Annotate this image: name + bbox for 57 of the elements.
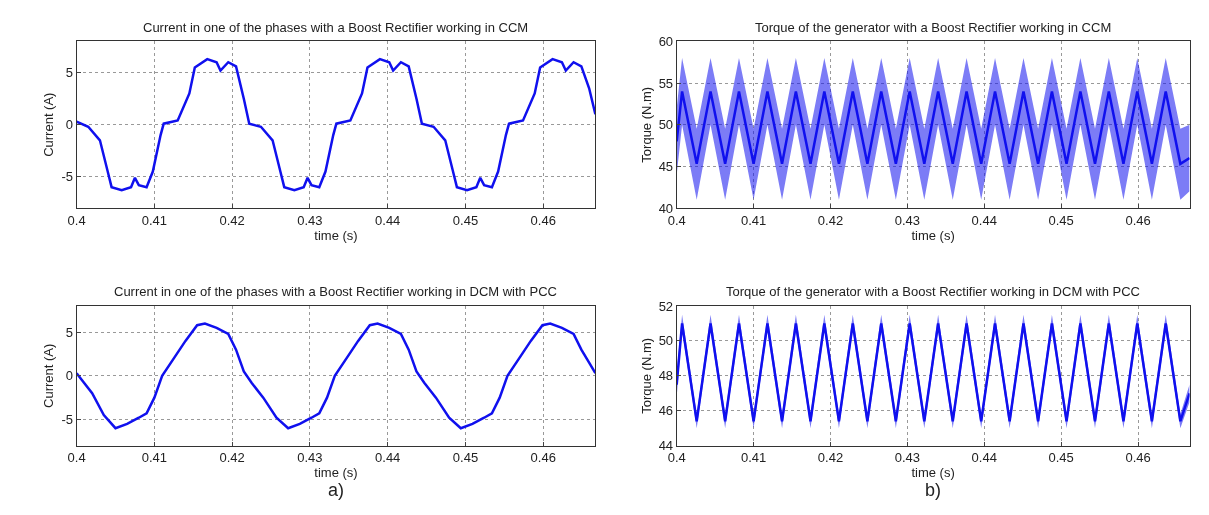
- chart-title: Current in one of the phases with a Boost Rectifier working in CCM: [143, 20, 529, 35]
- y-tick-label: -5: [61, 412, 73, 428]
- x-tick-label: 0.4: [67, 450, 86, 466]
- y-tick-label: 0: [65, 117, 73, 133]
- line-series: [76, 57, 596, 192]
- x-tick-label: 0.43: [894, 212, 921, 228]
- x-axis-title: time (s): [911, 227, 955, 243]
- y-tick-label: 52: [658, 298, 674, 314]
- x-tick-label: 0.41: [141, 212, 168, 228]
- x-tick-label: 0.42: [817, 450, 844, 466]
- text: a): [328, 480, 345, 500]
- x-tick-label: 0.41: [141, 450, 168, 466]
- x-tick-label: 0.44: [971, 450, 997, 466]
- y-tick-label: 5: [65, 324, 73, 340]
- y-tick-label: 48: [658, 368, 674, 384]
- y-axis-title: Torque (N.m): [638, 337, 654, 414]
- chart-title: Torque of the generator with a Boost Rectifier working in CCM: [755, 20, 1112, 35]
- x-tick-label: 0.41: [740, 450, 767, 466]
- chart-title: Current in one of the phases with a Boost Rectifier working in DCM with PCC: [114, 284, 557, 299]
- y-tick-label: 0: [65, 368, 73, 384]
- y-tick-label: 5: [65, 65, 73, 81]
- x-tick-label: 0.45: [1048, 450, 1074, 466]
- x-tick-label: 0.41: [740, 212, 767, 228]
- line-series: [76, 322, 596, 430]
- y-tick-label: 50: [658, 333, 674, 349]
- x-tick-label: 0.45: [1048, 212, 1074, 228]
- chart-title: Torque of the generator with a Boost Rectifier working in DCM with PCC: [726, 284, 1141, 299]
- x-axis-title: time (s): [314, 465, 358, 481]
- x-tick-label: 0.46: [530, 212, 556, 228]
- text: b): [925, 480, 942, 500]
- x-tick-label: 0.44: [971, 212, 997, 228]
- x-axis-title: time (s): [314, 227, 358, 243]
- x-tick-label: 0.44: [375, 450, 401, 466]
- y-tick-label: 50: [658, 117, 674, 133]
- y-tick-label: 60: [658, 33, 674, 49]
- x-tick-label: 0.42: [817, 212, 844, 228]
- x-tick-label: 0.43: [297, 450, 323, 466]
- x-tick-label: 0.42: [219, 212, 245, 228]
- x-axis-title: time (s): [911, 465, 955, 481]
- x-tick-label: 0.42: [219, 450, 245, 466]
- x-tick-label: 0.44: [375, 212, 401, 228]
- x-tick-label: 0.46: [1125, 212, 1151, 228]
- x-tick-label: 0.45: [452, 212, 479, 228]
- x-tick-label: 0.43: [297, 212, 323, 228]
- x-tick-label: 0.46: [1125, 450, 1151, 466]
- y-tick-label: 45: [658, 158, 674, 174]
- y-axis-title: Torque (N.m): [638, 86, 654, 163]
- line-series: [676, 90, 1190, 166]
- y-axis-title: Current (A): [41, 343, 57, 408]
- x-tick-label: 0.46: [530, 450, 556, 466]
- y-tick-label: 55: [658, 75, 674, 91]
- x-tick-label: 0.45: [452, 450, 479, 466]
- x-tick-label: 0.4: [67, 212, 86, 228]
- y-axis-title: Current (A): [41, 92, 57, 157]
- x-tick-label: 0.43: [894, 450, 921, 466]
- y-tick-label: -5: [61, 169, 73, 185]
- y-tick-label: 46: [658, 403, 674, 419]
